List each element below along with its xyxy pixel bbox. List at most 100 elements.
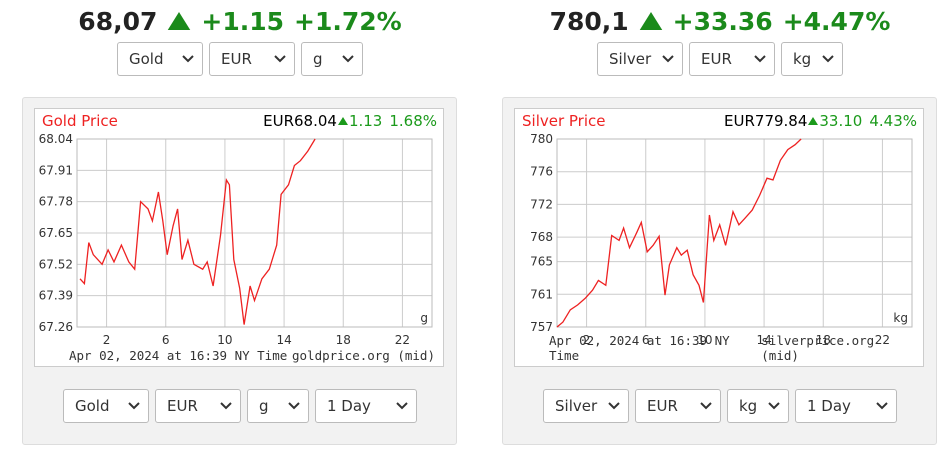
chart-change: 33.10 (819, 112, 863, 130)
y-tick-label: 67.65 (39, 226, 73, 240)
price-line (79, 138, 316, 325)
dropdown-value: Silver (555, 397, 598, 415)
up-arrow (639, 12, 662, 30)
chevron-icon (342, 55, 354, 63)
chart-header: Gold Price EUR68.04 1.13 1.68% (42, 112, 437, 130)
price-widget: 68,07 +1.15 +1.72% Gold EUR g 67.26 67.39 67.52 6… (0, 6, 480, 445)
dropdown[interactable]: Gold (117, 42, 203, 76)
chevron-icon (876, 402, 888, 410)
dropdown-value: EUR (167, 397, 198, 415)
chart-price: EUR68.04 (263, 112, 337, 130)
select-row: Silver EUR kg (480, 42, 943, 76)
up-arrow-icon (337, 117, 348, 125)
dropdown[interactable]: 1 Day (315, 389, 417, 423)
chevron (754, 55, 766, 63)
price-change: +33.36 (672, 6, 773, 36)
x-tick-label: 6 (162, 333, 170, 347)
dropdown[interactable]: g (247, 389, 309, 423)
dropdown[interactable]: Gold (63, 389, 149, 423)
chart-change: 1.13 (348, 112, 383, 130)
chevron (822, 55, 834, 63)
dropdown-value: 1 Day (327, 397, 371, 415)
chart-title: Silver Price (522, 112, 606, 130)
chevron-icon (274, 55, 286, 63)
chevron (182, 55, 194, 63)
dropdown-value: kg (739, 397, 758, 415)
up-arrow-icon (808, 117, 819, 125)
unit-label: kg (893, 311, 908, 325)
chevron-icon (220, 402, 232, 410)
up-arrow-icon (168, 12, 191, 30)
dropdown[interactable]: EUR (689, 42, 775, 76)
y-tick-label: 768 (530, 230, 553, 244)
x-tick-label: 22 (875, 333, 890, 347)
select-row: Gold EUR g (0, 42, 480, 76)
dropdown-value: EUR (647, 397, 678, 415)
x-tick-label: 14 (756, 333, 771, 347)
chevron-icon (662, 55, 674, 63)
dropdown[interactable]: g (301, 42, 363, 76)
dropdown-value: Silver (609, 50, 652, 68)
dropdown[interactable]: kg (727, 389, 789, 423)
x-tick-label: 10 (697, 333, 712, 347)
dropdown[interactable]: 1 Day (795, 389, 897, 423)
price-header: 780,1 +33.36 +4.47% (480, 2, 943, 40)
up-arrow (168, 12, 191, 30)
price-line (556, 138, 802, 328)
y-tick-label: 765 (530, 255, 553, 269)
chevron-icon (182, 55, 194, 63)
chart-timestamp: Apr 02, 2024 at 16:39 NY Time (549, 333, 730, 363)
chart-change-pct: 1.68% (389, 112, 437, 130)
chevron (608, 402, 620, 410)
price-change-pct: +1.72% (294, 6, 402, 36)
up-arrow (337, 117, 348, 125)
price-change: +1.15 (201, 6, 285, 36)
chevron (342, 55, 354, 63)
dropdown[interactable]: Silver (597, 42, 683, 76)
select-row: Silver EUR kg 1 Day (480, 389, 943, 423)
dropdown[interactable]: kg (781, 42, 843, 76)
current-price: 780,1 (549, 6, 629, 36)
chevron (288, 402, 300, 410)
y-tick-label: 67.91 (39, 163, 73, 177)
dropdown[interactable]: EUR (209, 42, 295, 76)
dropdown[interactable]: Silver (543, 389, 629, 423)
chart-footer: Apr 02, 2024 at 16:39 NY Time silverprice… (549, 333, 915, 363)
dropdown[interactable]: EUR (635, 389, 721, 423)
y-tick-label: 68.04 (39, 132, 73, 146)
x-tick-label: 22 (395, 333, 410, 347)
chart-source: goldprice.org (mid) (292, 348, 435, 363)
chart-change-pct: 4.43% (869, 112, 917, 130)
x-tick-label: 10 (217, 333, 232, 347)
dropdown-value: EUR (701, 50, 732, 68)
chart-price: EUR779.84 (724, 112, 808, 130)
price-change-pct: +4.47% (782, 6, 891, 36)
chevron (700, 402, 712, 410)
y-tick-label: 67.52 (39, 257, 73, 271)
dropdown-value: kg (793, 50, 812, 68)
dropdown-value: Gold (129, 50, 164, 68)
dropdown[interactable]: EUR (155, 389, 241, 423)
chart-quote: EUR68.04 1.13 1.68% (263, 112, 437, 130)
chart-timestamp: Apr 02, 2024 at 16:39 NY Time (69, 348, 288, 363)
chevron-icon (822, 55, 834, 63)
chevron-icon (396, 402, 408, 410)
chart-box: 67.26 67.39 67.52 67.65 67.78 67.91 68.04 2 6 10 1… (34, 108, 444, 367)
y-tick-label: 761 (530, 287, 553, 301)
chart-title: Gold Price (42, 112, 118, 130)
chevron (876, 402, 888, 410)
chevron-icon (608, 402, 620, 410)
chevron (768, 402, 780, 410)
x-tick-label: 6 (642, 333, 650, 347)
x-tick-label: 2 (103, 333, 111, 347)
chevron-icon (128, 402, 140, 410)
select-row: Gold EUR g 1 Day (0, 389, 480, 423)
plot-border (76, 138, 433, 328)
y-tick-label: 776 (530, 165, 553, 179)
x-tick-label: 18 (816, 333, 831, 347)
chevron (220, 402, 232, 410)
chevron (128, 402, 140, 410)
y-tick-label: 67.26 (39, 320, 73, 334)
